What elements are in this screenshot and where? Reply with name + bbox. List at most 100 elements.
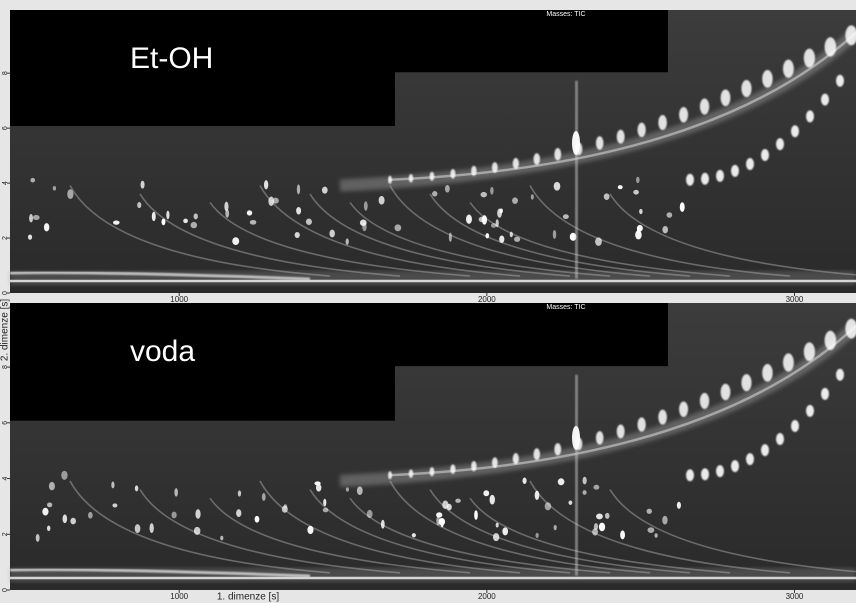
plot-content (9, 303, 856, 582)
spot (658, 115, 667, 131)
mask-region (10, 10, 395, 127)
spot (394, 224, 402, 232)
spot (699, 98, 710, 115)
spot (323, 498, 327, 507)
y-tick-label: 4 (2, 181, 9, 185)
spot (845, 25, 856, 46)
spot (679, 107, 689, 123)
spot (731, 460, 739, 473)
spot (716, 169, 724, 182)
spot (824, 330, 837, 351)
spot (224, 201, 229, 212)
spot (495, 522, 499, 528)
spot (466, 214, 472, 224)
panel-title: Masses: TIC (546, 304, 585, 311)
spot (512, 197, 518, 204)
spot (429, 467, 435, 477)
spot (761, 149, 769, 162)
spot (29, 213, 34, 223)
spot (662, 225, 669, 234)
spot (436, 512, 443, 518)
vertical-streak (575, 80, 578, 279)
spot (731, 164, 739, 177)
spot (322, 507, 329, 513)
spot (533, 153, 541, 165)
spot (741, 80, 752, 98)
spot (193, 526, 201, 535)
spot (593, 523, 599, 530)
spot (455, 498, 461, 503)
mask-region (395, 10, 668, 73)
spot (746, 453, 754, 466)
tailing-arc (529, 480, 791, 574)
spot (620, 530, 625, 540)
spot (137, 201, 142, 209)
tailing-arc (389, 480, 651, 574)
spot (261, 493, 266, 501)
spot (190, 221, 198, 229)
tailing-arc (609, 489, 856, 573)
spot (450, 464, 456, 474)
spot (509, 231, 513, 238)
spot (489, 494, 495, 505)
spot (151, 211, 156, 222)
spot (654, 533, 658, 538)
x-tick-label: 1000 (170, 295, 188, 304)
spot (497, 208, 502, 218)
spot (171, 511, 177, 519)
spot (47, 502, 53, 508)
spot (62, 514, 68, 524)
spot (480, 191, 488, 198)
spot (471, 461, 477, 472)
x-axis-label: 1. dimenze [s] (217, 592, 279, 603)
spot (593, 484, 600, 490)
spot (193, 213, 198, 220)
spot (569, 232, 577, 241)
plot-content (9, 10, 856, 285)
spot (701, 468, 709, 481)
spot (647, 527, 655, 533)
spot (495, 219, 499, 228)
tailing-arc (429, 193, 691, 277)
spot (27, 234, 33, 240)
spot (572, 425, 580, 450)
spot (791, 419, 799, 432)
spot (637, 417, 646, 432)
y-tick-label: 2 (2, 532, 9, 536)
spot (783, 59, 794, 78)
spot (232, 237, 240, 246)
spot (32, 214, 40, 221)
spot (149, 523, 154, 534)
spot (491, 457, 498, 468)
spot (408, 469, 414, 478)
spot (183, 218, 188, 224)
spot (225, 209, 230, 218)
panel-title: Masses: TIC (546, 11, 585, 18)
sample-label: Et-OH (130, 42, 213, 75)
spot (776, 433, 784, 446)
spot (616, 129, 625, 144)
tailing-arc (349, 201, 611, 277)
spot (783, 353, 794, 372)
spot (604, 512, 610, 519)
spot (741, 374, 752, 392)
spot (112, 503, 118, 508)
y-tick-label: 6 (2, 421, 9, 425)
spot (174, 488, 178, 497)
early-streak (9, 568, 311, 578)
spot (483, 490, 490, 497)
spot (821, 93, 829, 106)
spot (485, 233, 490, 239)
spot (554, 148, 562, 161)
x-tick-label: 3000 (786, 592, 804, 601)
tailing-arc (259, 480, 521, 574)
spot (315, 484, 322, 492)
spot (61, 470, 68, 480)
spot (356, 486, 363, 495)
spot (716, 465, 724, 478)
spot (307, 525, 314, 535)
spot (236, 509, 242, 518)
spot (596, 513, 603, 520)
spot (88, 511, 93, 519)
